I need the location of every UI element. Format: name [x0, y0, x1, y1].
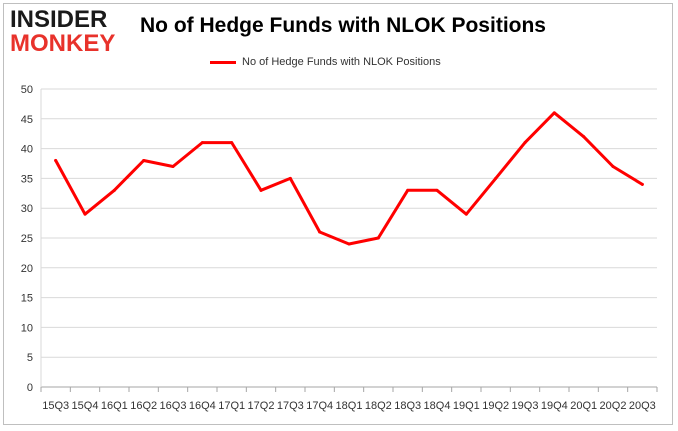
y-tick-label: 45: [21, 114, 33, 126]
chart-frame: [3, 3, 673, 425]
data-point: [200, 141, 204, 145]
data-point: [494, 176, 498, 180]
y-tick-label: 40: [21, 144, 33, 156]
x-tick-label: 16Q2: [130, 400, 157, 412]
data-point: [259, 188, 263, 192]
x-tick-label: 19Q4: [541, 400, 568, 412]
data-point: [523, 141, 527, 145]
logo-text-bottom: MONKEY: [10, 30, 116, 57]
x-tick-label: 16Q1: [101, 400, 128, 412]
y-tick-label: 50: [21, 84, 33, 96]
y-tick-label: 10: [21, 322, 33, 334]
x-tick-label: 17Q2: [248, 400, 275, 412]
data-point: [318, 230, 322, 234]
x-tick-label: 18Q1: [336, 400, 363, 412]
x-tick-label: 17Q3: [277, 400, 304, 412]
chart-legend: No of Hedge Funds with NLOK Positions: [210, 54, 441, 70]
x-tick-labels: 15Q3 15Q4 16Q1 16Q2 16Q3 16Q4 17Q1 17Q2 17Q3 17Q4…: [42, 400, 656, 412]
x-tick-label: 18Q2: [365, 400, 392, 412]
data-point: [83, 212, 87, 216]
data-point: [230, 141, 234, 145]
x-tick-label: 16Q3: [160, 400, 187, 412]
x-tick-label: 20Q2: [600, 400, 627, 412]
series-layer: [54, 111, 644, 246]
chart-title: No of Hedge Funds with NLOK Positions: [140, 14, 546, 37]
x-tick-label: 16Q4: [189, 400, 216, 412]
y-tick-label: 30: [21, 203, 33, 215]
data-point: [376, 236, 380, 240]
gridlines: [41, 88, 657, 358]
data-point: [112, 188, 116, 192]
y-tick-label: 25: [21, 233, 33, 245]
data-point: [435, 188, 439, 192]
data-point: [142, 159, 146, 163]
data-point: [54, 159, 58, 163]
data-point: [640, 182, 644, 186]
x-tick-label: 15Q3: [42, 400, 69, 412]
y-tick-label: 0: [27, 382, 33, 394]
y-tick-labels: 0 5 10 15 20 25 30 35 40 45 50: [21, 84, 33, 394]
x-tick-label: 19Q2: [482, 400, 509, 412]
x-tick-label: 19Q1: [453, 400, 480, 412]
x-tick-label: 18Q4: [424, 400, 451, 412]
insider-monkey-logo: INSIDER MONKEY: [10, 6, 128, 58]
y-tick-label: 15: [21, 293, 33, 305]
x-tick-label: 20Q3: [629, 400, 656, 412]
x-tick-label: 17Q1: [218, 400, 245, 412]
legend-line-swatch: [210, 60, 236, 64]
data-point: [464, 212, 468, 216]
data-point: [552, 111, 556, 115]
data-point: [611, 164, 615, 168]
x-tick-label: 18Q3: [394, 400, 421, 412]
legend-label: No of Hedge Funds with NLOK Positions: [242, 56, 441, 68]
data-point: [582, 135, 586, 139]
x-tick-label: 15Q4: [72, 400, 99, 412]
data-point: [288, 176, 292, 180]
y-tick-label: 20: [21, 263, 33, 275]
data-point: [171, 164, 175, 168]
data-point: [406, 188, 410, 192]
logo-text-top: INSIDER: [10, 6, 108, 33]
y-tick-label: 5: [27, 352, 33, 364]
x-tick-label: 20Q1: [570, 400, 597, 412]
x-tick-label: 17Q4: [306, 400, 333, 412]
y-tick-label: 35: [21, 173, 33, 185]
axes: [40, 89, 658, 392]
data-point: [347, 242, 351, 246]
x-tick-label: 19Q3: [512, 400, 539, 412]
